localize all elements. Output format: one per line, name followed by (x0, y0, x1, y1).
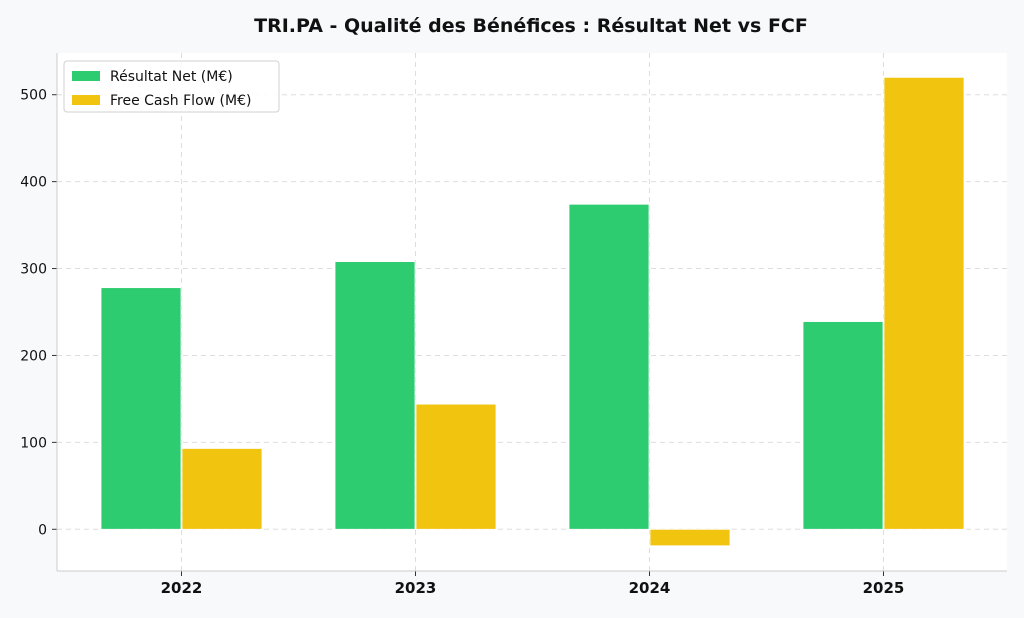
axes: 0 100 200 300 400 500 2022 2023 2024 2025 (20, 53, 1007, 597)
legend-swatch (72, 71, 100, 81)
y-tick-label: 500 (20, 88, 47, 104)
y-tick-label: 300 (20, 262, 47, 278)
bars (100, 76, 965, 547)
legend-label: Free Cash Flow (M€) (110, 93, 251, 109)
bar-resultat-net (100, 287, 182, 530)
x-tick-label: 2022 (161, 579, 203, 597)
bar-free-cash-flow (181, 448, 263, 530)
legend-swatch (72, 95, 100, 105)
legend-label: Résultat Net (M€) (110, 69, 233, 85)
bar-free-cash-flow (415, 403, 497, 530)
y-tick-label: 200 (20, 348, 47, 364)
y-tick-label: 100 (20, 435, 47, 451)
bar-free-cash-flow (649, 528, 731, 547)
bar-resultat-net (568, 203, 650, 530)
x-tick-label: 2025 (863, 579, 905, 597)
legend-box (63, 60, 280, 113)
x-tick-label: 2023 (395, 579, 437, 597)
y-tick-label: 400 (20, 175, 47, 191)
bar-free-cash-flow (883, 76, 965, 530)
bar-resultat-net (802, 321, 884, 530)
y-tick-label: 0 (38, 522, 47, 538)
legend: Résultat Net (M€) Free Cash Flow (M€) (63, 60, 280, 113)
chart-title: TRI.PA - Qualité des Bénéfices : Résulta… (254, 15, 808, 37)
bar-resultat-net (334, 261, 416, 530)
x-tick-label: 2024 (629, 579, 671, 597)
